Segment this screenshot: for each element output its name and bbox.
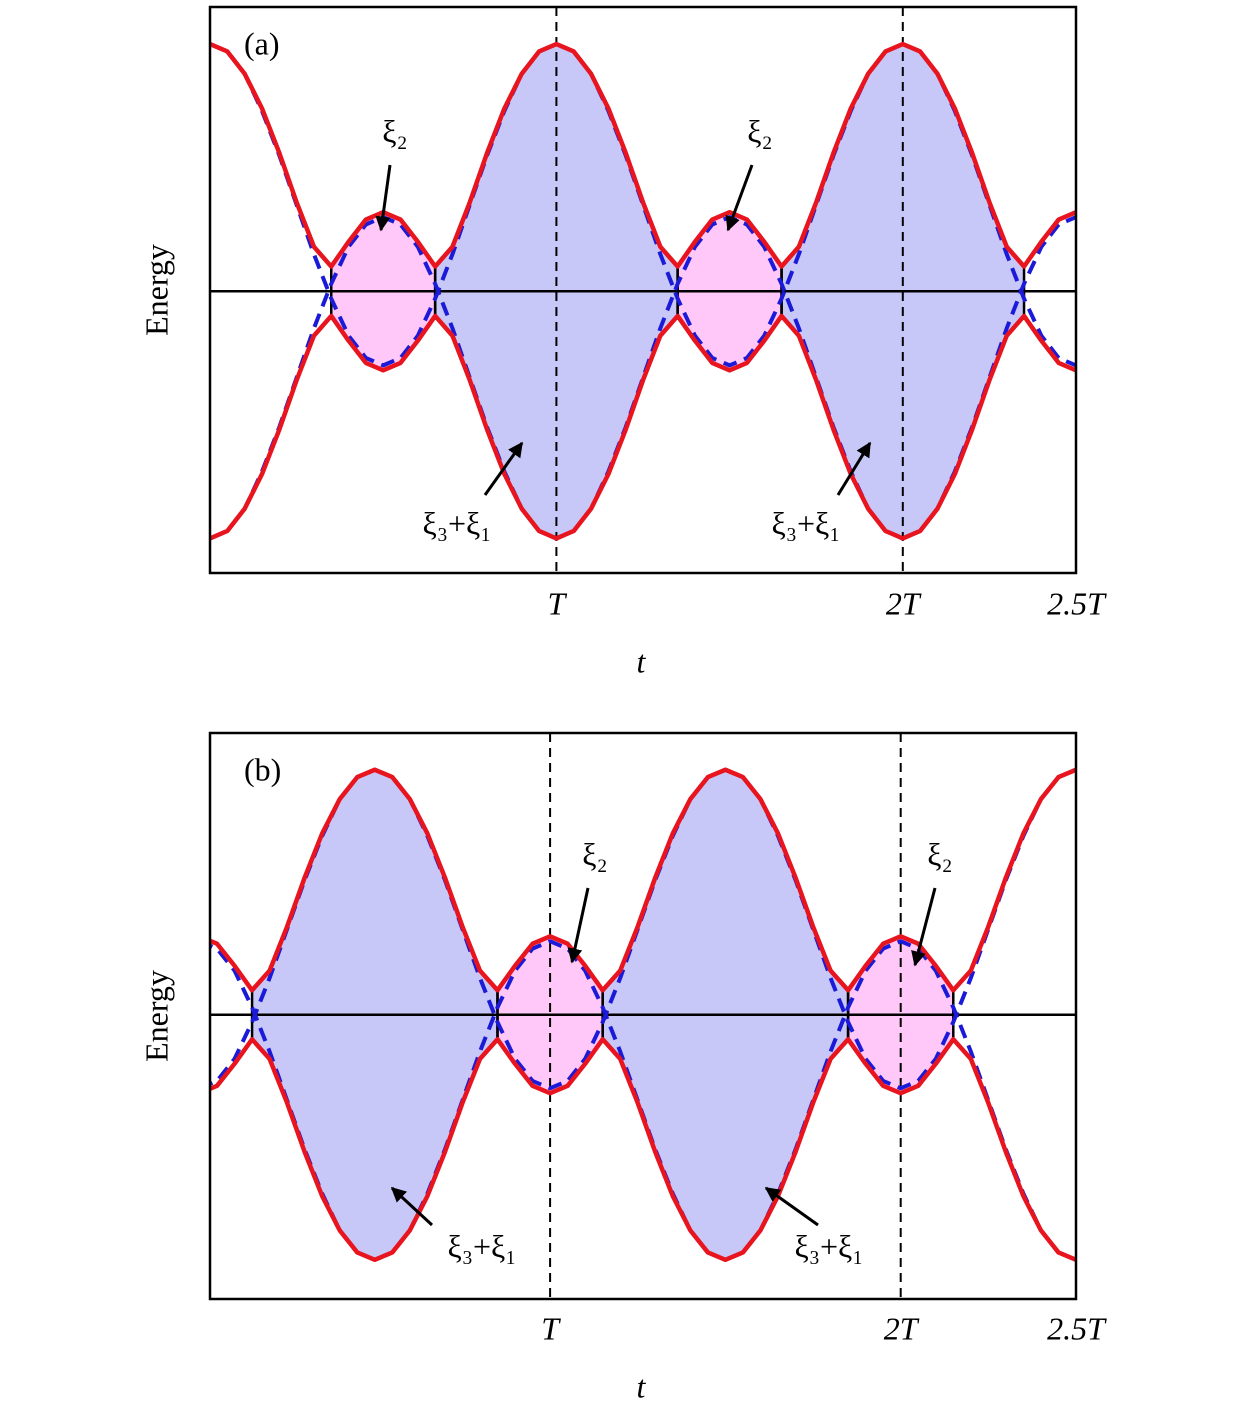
panel-label: (a) <box>244 25 280 61</box>
annotation-arrow <box>764 1186 819 1227</box>
x-axis-label: t <box>637 643 647 679</box>
annotation: ξ₂ <box>927 836 952 872</box>
annotation: ξ₃+ξ₁ <box>423 505 492 541</box>
annotation-arrow <box>567 887 590 964</box>
curve <box>210 41 1076 269</box>
panel: T 2T 2.5T t Energy (a) ξ₂ ξ₂ ξ₃+ξ₁ ξ₃+ξ₁ <box>138 5 1107 679</box>
annotation-arrow <box>725 164 754 232</box>
annotation-arrow <box>836 441 872 496</box>
annotation: ξ₃+ξ₁ <box>772 505 841 541</box>
y-axis-label: Energy <box>138 244 174 336</box>
x-tick-label: 2T <box>884 1310 920 1346</box>
annotation: ξ₂ <box>382 113 407 149</box>
x-axis-label: t <box>637 1368 647 1404</box>
curve <box>210 767 1076 993</box>
x-tick-label: 2T <box>886 585 922 621</box>
x-tick-label: T <box>548 585 568 621</box>
x-tick-label: 2.5T <box>1047 585 1107 621</box>
plot-frame <box>208 731 1078 1301</box>
y-axis-label: Energy <box>138 970 174 1062</box>
annotation: ξ₂ <box>582 836 607 872</box>
plot-frame <box>208 5 1078 575</box>
curve <box>210 1037 1076 1263</box>
annotation: ξ₃+ξ₁ <box>448 1228 517 1264</box>
annotation-arrow <box>375 164 392 232</box>
curve <box>210 313 1076 541</box>
annotation: ξ₃+ξ₁ <box>795 1228 864 1264</box>
annotation: ξ₂ <box>747 113 772 149</box>
plot-area <box>210 733 1076 1299</box>
panel: T 2T 2.5T t Energy (b) ξ₂ ξ₂ ξ₃+ξ₁ ξ₃+ξ₁ <box>138 731 1107 1404</box>
annotation-arrow <box>911 887 937 967</box>
x-tick-label: 2.5T <box>1047 1310 1107 1346</box>
annotation-arrow <box>483 441 524 496</box>
annotation-arrow <box>390 1186 434 1227</box>
x-tick-label: T <box>541 1310 561 1346</box>
plot-area <box>210 7 1076 573</box>
panel-label: (b) <box>244 751 281 787</box>
